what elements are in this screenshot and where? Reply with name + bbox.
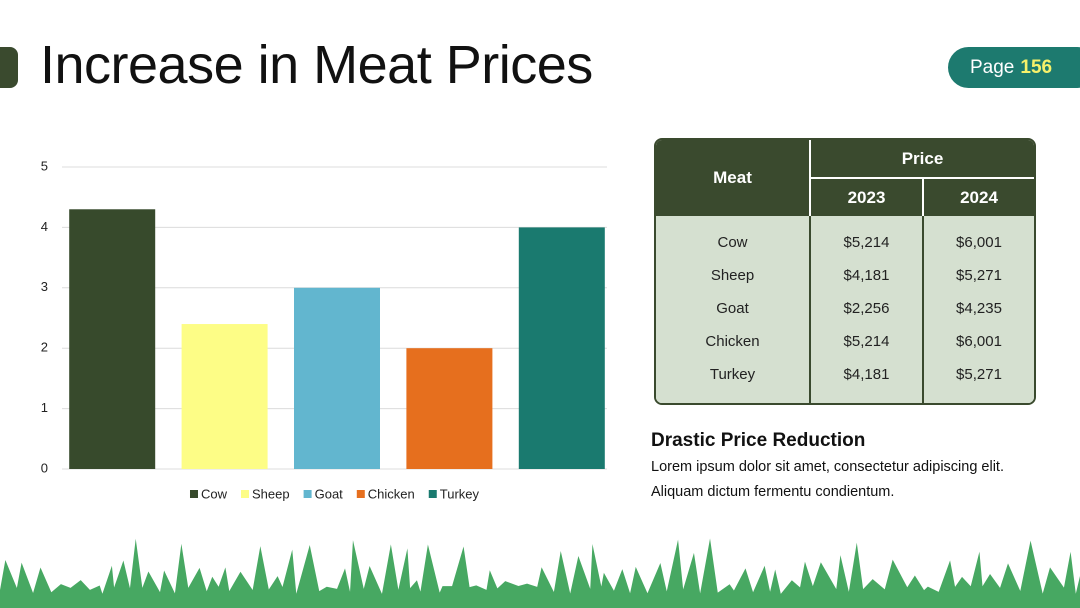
table-cell: $5,271 <box>922 259 1034 292</box>
table-row: Sheep $4,181 $5,271 <box>656 259 1034 292</box>
table-header: Meat <box>656 140 809 216</box>
table-row: Chicken $5,214 $6,001 <box>656 325 1034 358</box>
table-row: Turkey $4,181 $5,271 <box>656 358 1034 403</box>
grass <box>0 538 1080 608</box>
slide-title: Increase in Meat Prices <box>40 35 593 95</box>
legend: Cow Sheep Goat Chicken Turkey <box>189 486 480 501</box>
bar <box>518 227 605 469</box>
table-cell: $4,181 <box>809 259 922 292</box>
table-header: Price <box>809 140 1034 177</box>
legend-label: Goat <box>315 486 344 501</box>
y-tick-label: 4 <box>41 219 48 234</box>
bar <box>294 287 380 469</box>
table-cell: Cow <box>656 216 809 259</box>
table-row: Goat $2,256 $4,235 <box>656 292 1034 325</box>
bar <box>406 348 493 469</box>
table-cell: $4,181 <box>809 358 922 403</box>
chart: 0 1 2 3 4 5 Cow Sheep Goat Chicken Turkey <box>41 158 607 501</box>
legend-swatch <box>303 490 312 498</box>
grass-decoration <box>0 538 1080 608</box>
legend-swatch <box>241 490 250 498</box>
table-cell: Sheep <box>656 259 809 292</box>
legend-label: Chicken <box>368 486 415 501</box>
table-subheader: 2024 <box>922 177 1034 216</box>
table-cell: Chicken <box>656 325 809 358</box>
y-tick-label: 2 <box>41 340 48 355</box>
y-tick-label: 0 <box>41 460 48 475</box>
y-tick-label: 5 <box>41 158 48 173</box>
table-row: Cow $5,214 $6,001 <box>656 216 1034 259</box>
legend-swatch <box>189 490 198 498</box>
note-heading: Drastic Price Reduction <box>651 430 866 451</box>
page-number: 156 <box>1020 57 1053 78</box>
table-cell: $2,256 <box>809 292 922 325</box>
table-cell: $5,271 <box>922 358 1034 403</box>
table-subheader: 2023 <box>809 177 922 216</box>
note-text: Lorem ipsum dolor sit amet, consectetur … <box>651 459 1004 500</box>
legend-swatch <box>356 490 365 498</box>
table-cell: Turkey <box>656 358 809 403</box>
table-cell: $4,235 <box>922 292 1034 325</box>
y-tick-label: 1 <box>41 400 48 415</box>
y-tick-label: 3 <box>41 279 48 294</box>
title-tab <box>0 47 18 88</box>
table-cell: Goat <box>656 292 809 325</box>
table-cell: $5,214 <box>809 216 922 259</box>
legend-swatch <box>428 490 437 498</box>
legend-label: Cow <box>201 486 228 501</box>
bar <box>69 209 156 469</box>
legend-label: Turkey <box>440 486 480 501</box>
page-badge: Page 156 <box>948 47 1080 88</box>
bar <box>181 324 268 469</box>
table-cell: $6,001 <box>922 325 1034 358</box>
table-cell: $5,214 <box>809 325 922 358</box>
page-label: Page <box>970 57 1015 78</box>
price-table: Meat Price 2023 2024 Cow $5,214 $6,001 Shee… <box>654 138 1036 405</box>
table-cell: $6,001 <box>922 216 1034 259</box>
legend-label: Sheep <box>252 486 290 501</box>
